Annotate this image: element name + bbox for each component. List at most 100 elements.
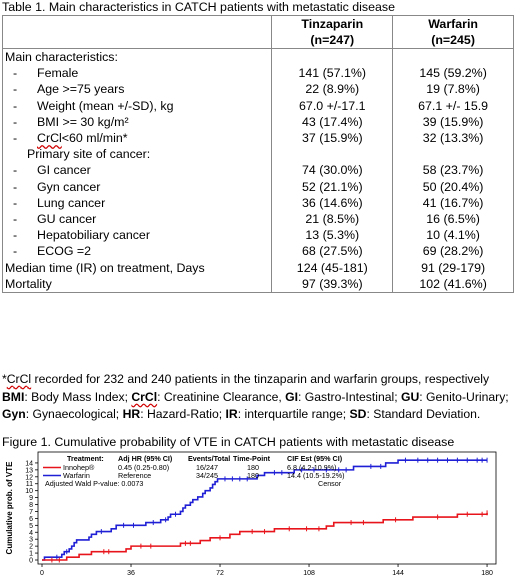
table-row: - GU cancer 21 (8.5%) 16 (6.5%)	[3, 210, 514, 228]
characteristics-table: Tinzaparin (n=247) Warfarin (n=245) Main c…	[2, 15, 514, 293]
header-blank	[2, 15, 272, 49]
y-tick-label: 10	[25, 488, 33, 495]
row-label: - BMI >= 30 kg/m²	[13, 114, 129, 129]
warfarin-value: 50 (20.4%)	[392, 178, 514, 195]
legend-hr: Reference	[118, 471, 151, 480]
row-label: - GU cancer	[13, 211, 97, 226]
legend-name: Innohep®	[63, 463, 95, 472]
warfarin-value: 102 (41.6%)	[392, 275, 514, 293]
legend-header: Adj HR (95% CI)	[118, 454, 173, 463]
footnote-abbrev-1: BMI: Body Mass Index; CrCl: Creatinine C…	[2, 389, 509, 404]
y-tick-label: 13	[25, 467, 33, 474]
table-row: Mortality 97 (39.3%) 102 (41.6%)	[2, 275, 514, 293]
y-tick-label: 5	[29, 523, 33, 530]
row-label: - CrCl<60 ml/min*	[13, 131, 128, 146]
censor-legend: Censor	[318, 479, 342, 488]
y-tick-label: 6	[29, 516, 33, 523]
row-label: - Age >=75 years	[13, 82, 125, 97]
legend-header: Events/Total	[188, 454, 230, 463]
footnote-abbrev-2: Gyn: Gynaecological; HR: Hazard-Ratio; I…	[2, 407, 481, 422]
series-line	[42, 459, 488, 561]
legend-name: Warfarin	[63, 471, 90, 480]
table-row: - Hepatobiliary cancer 13 (5.3%) 10 (4.1%)	[3, 227, 514, 244]
table-row: - Age >=75 years 22 (8.9%) 19 (7.8%)	[3, 81, 514, 98]
x-tick-label: 36	[127, 570, 135, 577]
row-label: - GI cancer	[13, 163, 91, 178]
warfarin-value: 67.1 +/- 15.9	[392, 97, 514, 114]
table-row: - CrCl<60 ml/min* 37 (15.9%) 32 (13.3%)	[3, 129, 514, 147]
row-label: Primary site of cancer:	[27, 147, 151, 162]
legend-cif: 14.4 (10.5-19.2%)	[287, 471, 345, 480]
tinzaparin-value: 74 (30.0%)	[271, 162, 393, 179]
warfarin-value: 19 (7.8%)	[392, 81, 514, 98]
tinzaparin-n: (n=247)	[310, 33, 355, 47]
x-tick-label: 72	[216, 570, 224, 577]
footnote-crcl: *CrCl recorded for 232 and 240 patients …	[2, 372, 490, 386]
tinzaparin-header: Tinzaparin	[301, 17, 364, 31]
warfarin-n: (n=245)	[431, 33, 475, 47]
warfarin-value: 41 (16.7%)	[392, 194, 514, 211]
row-label: - Weight (mean +/-SD), kg	[13, 98, 174, 113]
table-caption: Table 1. Main characteristics in CATCH p…	[2, 0, 395, 14]
table-row: Median time (IR) on treatment, Days 124 (…	[3, 259, 514, 276]
legend-events: 34/245	[196, 471, 218, 480]
warfarin-value	[392, 48, 514, 66]
warfarin-value: 32 (13.3%)	[392, 129, 514, 147]
warfarin-value: 58 (23.7%)	[392, 162, 514, 179]
row-label: Mortality	[2, 275, 272, 293]
tinzaparin-value	[271, 146, 393, 163]
header-warfarin: Warfarin (n=245)	[392, 15, 514, 49]
tinzaparin-value	[271, 48, 393, 66]
tinzaparin-value: 124 (45-181)	[271, 259, 393, 276]
tinzaparin-value: 141 (57.1%)	[271, 65, 393, 82]
tinzaparin-value: 97 (39.3%)	[271, 275, 393, 293]
table-row: - GI cancer 74 (30.0%) 58 (23.7%)	[3, 162, 514, 179]
y-tick-label: 7	[29, 509, 33, 516]
tinzaparin-value: 21 (8.5%)	[271, 210, 393, 228]
pvalue-text: Adjusted Wald P-value: 0.0073	[45, 479, 143, 488]
tinzaparin-value: 52 (21.1%)	[271, 178, 393, 195]
y-tick-label: 1	[29, 551, 33, 558]
warfarin-value: 39 (15.9%)	[392, 113, 514, 130]
x-tick-label: 108	[303, 570, 315, 577]
footnotes: *CrCl recorded for 232 and 240 patients …	[2, 371, 516, 424]
warfarin-header: Warfarin	[428, 17, 478, 31]
tinzaparin-value: 37 (15.9%)	[271, 129, 393, 147]
warfarin-value: 145 (59.2%)	[392, 65, 514, 82]
table-row: - Weight (mean +/-SD), kg 67.0 +/-17.1 67.1…	[3, 97, 514, 114]
row-label: - Lung cancer	[13, 195, 106, 210]
x-tick-label: 180	[481, 570, 493, 577]
row-label: - Gyn cancer	[13, 179, 101, 194]
y-tick-label: 12	[25, 474, 33, 481]
row-label: - Female	[13, 66, 79, 81]
tinzaparin-value: 22 (8.9%)	[271, 81, 393, 98]
table-row: - Female 141 (57.1%) 145 (59.2%)	[3, 65, 514, 82]
warfarin-value: 69 (28.2%)	[392, 243, 514, 260]
legend-hr: 0.45 (0.25-0.80)	[118, 463, 169, 472]
table-row: - Gyn cancer 52 (21.1%) 50 (20.4%)	[3, 178, 514, 195]
y-tick-label: 11	[26, 481, 33, 488]
y-tick-label: 8	[29, 502, 33, 509]
table-row: - BMI >= 30 kg/m² 43 (17.4%) 39 (15.9%)	[3, 113, 514, 130]
legend-header: Treatment:	[67, 454, 104, 463]
table-header-row: Tinzaparin (n=247) Warfarin (n=245)	[2, 15, 514, 49]
tinzaparin-value: 67.0 +/-17.1	[271, 97, 393, 114]
y-tick-label: 3	[29, 537, 33, 544]
y-tick-label: 0	[29, 558, 33, 565]
x-tick-label: 0	[40, 570, 44, 577]
legend-header: Time-Point	[233, 454, 271, 463]
y-axis-label: Cumulative prob. of VTE	[5, 461, 14, 555]
legend-events: 16/247	[196, 463, 218, 472]
legend-header: CIF Est (95% CI)	[287, 454, 343, 463]
tinzaparin-value: 36 (14.6%)	[271, 194, 393, 211]
plot-frame	[37, 451, 497, 565]
legend-timepoint: 180	[247, 463, 259, 472]
table-row: Main characteristics:	[3, 48, 514, 66]
legend-cif: 6.8 (4.2-10.9%)	[287, 463, 337, 472]
warfarin-value: 10 (4.1%)	[392, 227, 514, 244]
warfarin-value: 91 (29-179)	[392, 259, 514, 276]
legend-timepoint: 180	[247, 471, 259, 480]
tinzaparin-value: 43 (17.4%)	[271, 113, 393, 130]
series-line	[42, 512, 488, 561]
row-label: - ECOG =2	[13, 244, 92, 259]
